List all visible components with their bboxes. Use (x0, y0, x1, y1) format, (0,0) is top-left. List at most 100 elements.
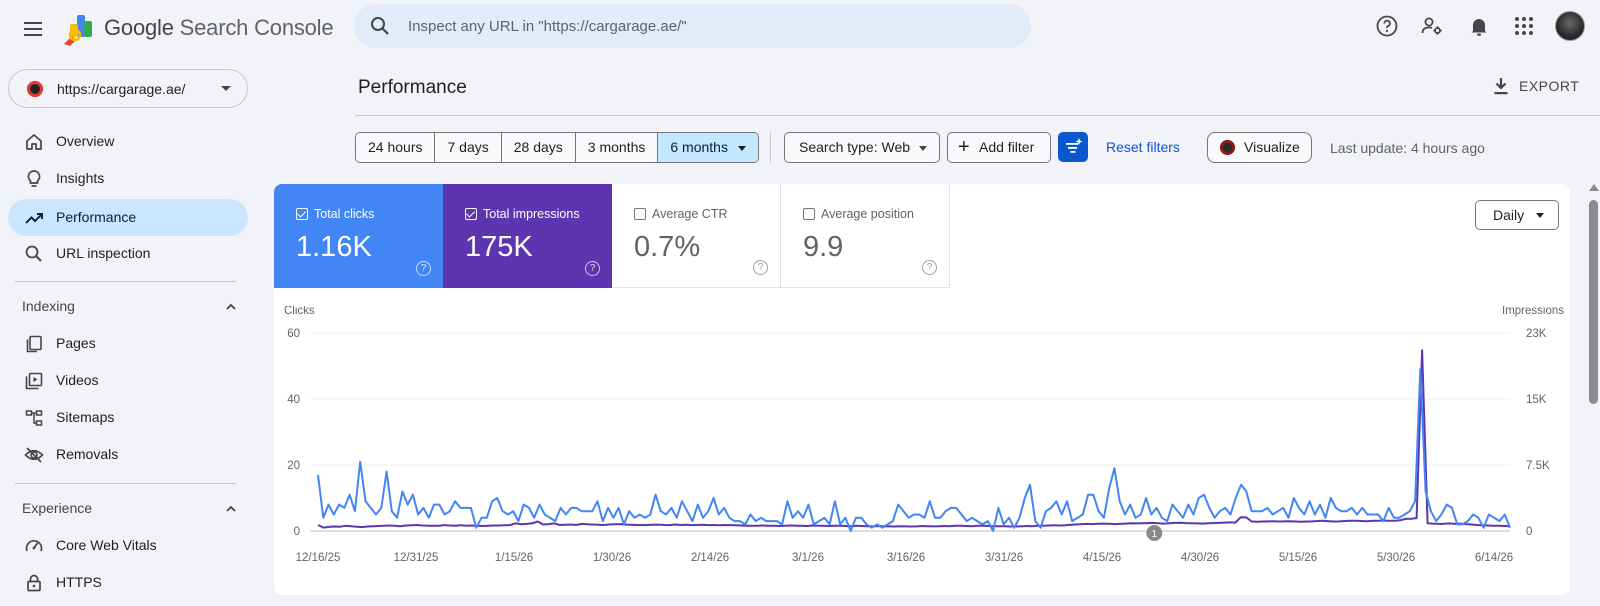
range-3-months[interactable]: 3 months (575, 133, 659, 162)
granularity-dropdown[interactable]: Daily (1475, 200, 1559, 230)
sidebar-item-pages[interactable]: Pages (8, 325, 248, 362)
download-icon (1494, 78, 1508, 95)
url-inspect-search[interactable]: Inspect any URL in "https://cargarage.ae… (354, 4, 1031, 48)
x-tick-label: 4/15/26 (1083, 552, 1121, 564)
metric-average-ctr[interactable]: Average CTR 0.7% ? (612, 184, 781, 288)
sidebar-item-label: Core Web Vitals (56, 537, 157, 553)
help-icon[interactable]: ? (585, 261, 600, 276)
section-indexing-title[interactable]: Indexing (22, 298, 75, 314)
sidebar-item-removals[interactable]: Removals (8, 436, 248, 473)
page-title: Performance (358, 77, 467, 98)
trending-up-icon (24, 208, 44, 228)
search-icon (24, 244, 44, 264)
checkbox-unchecked[interactable] (803, 208, 815, 220)
sidebar-item-performance[interactable]: Performance (8, 199, 248, 236)
metric-total-clicks[interactable]: Total clicks 1.16K ? (274, 184, 443, 288)
granularity-label: Daily (1493, 207, 1525, 223)
sidebar-item-videos[interactable]: Videos (8, 362, 248, 399)
checkbox-unchecked[interactable] (634, 208, 646, 220)
metric-value: 9.9 (803, 231, 844, 263)
section-experience-title[interactable]: Experience (22, 500, 93, 516)
visualize-icon (1220, 140, 1235, 155)
speed-gauge-icon (24, 536, 44, 556)
sidebar-item-label: Performance (56, 209, 137, 225)
sidebar-item-label: Removals (56, 446, 119, 462)
menu-button[interactable] (20, 15, 48, 43)
reset-filters-link[interactable]: Reset filters (1106, 139, 1180, 155)
help-icon[interactable]: ? (753, 260, 768, 275)
range-7-days[interactable]: 7 days (435, 133, 502, 162)
chevron-up-icon[interactable] (224, 300, 238, 314)
y-tick-label-right: 7.5K (1526, 460, 1550, 472)
metric-value: 0.7% (634, 231, 701, 263)
app-title: Google Search Console (104, 15, 334, 40)
property-favicon (27, 81, 43, 97)
metric-label: Average position (821, 207, 914, 221)
eye-off-icon (24, 445, 44, 465)
y-tick-label-right: 23K (1526, 328, 1547, 340)
sidebar-item-sitemaps[interactable]: Sitemaps (8, 399, 248, 436)
x-tick-label: 12/16/25 (296, 552, 341, 564)
metric-label: Average CTR (652, 207, 728, 221)
chevron-up-icon[interactable] (224, 502, 238, 516)
checkbox-checked[interactable] (465, 208, 477, 220)
sidebar-item-label: Insights (56, 170, 105, 186)
video-icon (24, 371, 44, 391)
last-update-text: Last update: 4 hours ago (1330, 140, 1485, 156)
help-icon[interactable] (1375, 14, 1401, 40)
x-tick-label: 3/31/26 (985, 552, 1023, 564)
range-6-months[interactable]: 6 months (658, 133, 758, 162)
sidebar-item-insights[interactable]: Insights (8, 160, 248, 197)
manage-users-icon[interactable] (1420, 14, 1446, 40)
avatar[interactable] (1555, 11, 1585, 41)
bell-icon[interactable] (1467, 14, 1493, 40)
home-icon (24, 132, 44, 152)
sidebar-item-overview[interactable]: Overview (8, 123, 248, 160)
metric-average-position[interactable]: Average position 9.9 ? (781, 184, 950, 288)
help-icon[interactable]: ? (922, 260, 937, 275)
sidebar-item-https[interactable]: HTTPS (8, 564, 248, 601)
sidebar-item-label: URL inspection (56, 245, 151, 261)
sidebar-item-label: HTTPS (56, 574, 102, 590)
date-range-selector[interactable]: 24 hours 7 days 28 days 3 months 6 month… (355, 132, 759, 163)
sidebar-item-label: Sitemaps (56, 409, 115, 425)
caret-down-icon (919, 146, 927, 151)
sidebar-item-core-web-vitals[interactable]: Core Web Vitals (8, 527, 248, 564)
y-tick-label-left: 0 (294, 526, 300, 538)
property-selector[interactable]: https://cargarage.ae/ (8, 69, 248, 108)
y-tick-label-left: 60 (287, 328, 300, 340)
visualize-button[interactable]: Visualize (1207, 132, 1312, 163)
search-type-label: Search type: Web (799, 139, 911, 155)
series-line-impressions (317, 349, 1511, 529)
add-filter-button[interactable]: + Add filter (947, 132, 1051, 163)
filter-suggestions-button[interactable] (1058, 132, 1088, 162)
y-axis-right-title: Impressions (1502, 306, 1564, 317)
help-icon[interactable]: ? (416, 261, 431, 276)
range-28-days[interactable]: 28 days (501, 133, 576, 162)
caret-down-icon (1536, 213, 1544, 218)
range-24-hours[interactable]: 24 hours (356, 133, 436, 162)
apps-grid-icon[interactable] (1512, 14, 1538, 40)
search-console-logo (62, 12, 96, 46)
metric-total-impressions[interactable]: Total impressions 175K ? (443, 184, 612, 288)
performance-chart[interactable]: Clicks Impressions 60 23K 40 15K 20 7.5K 0 0 12/16… (274, 306, 1570, 595)
x-tick-label: 6/14/26 (1475, 552, 1513, 564)
series-line-clicks (317, 368, 1511, 532)
range-6-months-label: 6 months (670, 139, 728, 155)
x-tick-label: 5/30/26 (1377, 552, 1415, 564)
scrollbar-thumb[interactable] (1589, 200, 1598, 404)
add-filter-label: Add filter (979, 139, 1035, 155)
sidebar-item-url-inspection[interactable]: URL inspection (8, 235, 248, 272)
export-button[interactable]: EXPORT (1493, 77, 1579, 95)
x-tick-label: 3/1/26 (792, 552, 824, 564)
x-tick-label: 5/15/26 (1279, 552, 1317, 564)
x-tick-label: 3/16/26 (887, 552, 925, 564)
search-input[interactable]: Inspect any URL in "https://cargarage.ae… (408, 18, 687, 35)
scroll-up-arrow[interactable] (1589, 184, 1599, 191)
checkbox-checked[interactable] (296, 208, 308, 220)
y-tick-label-right: 15K (1526, 394, 1547, 406)
search-type-dropdown[interactable]: Search type: Web (784, 132, 940, 163)
x-tick-label: 2/14/26 (691, 552, 729, 564)
sidebar-divider (15, 281, 236, 282)
lightbulb-icon (24, 169, 44, 189)
